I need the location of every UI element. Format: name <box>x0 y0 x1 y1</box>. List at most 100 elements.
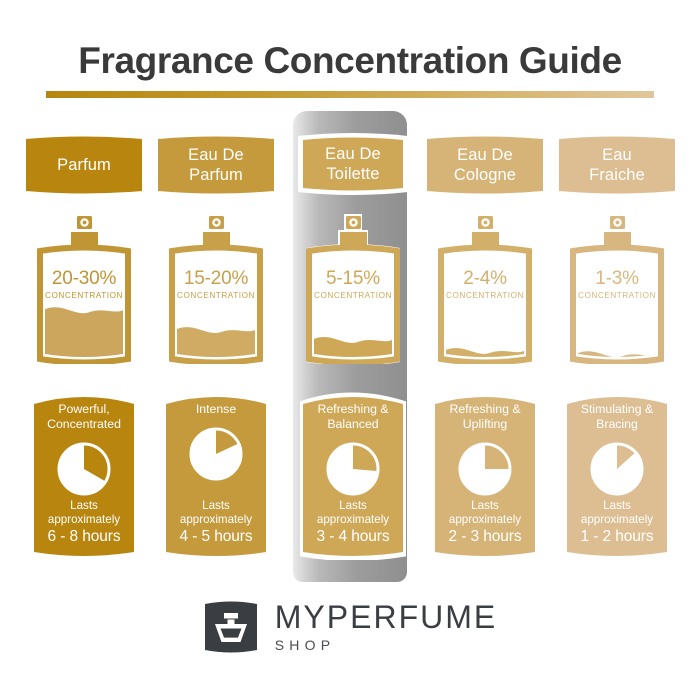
duration-hours: 6 - 8 hours <box>47 528 121 545</box>
character-line-2: Concentrated <box>47 417 121 431</box>
lasts-label: Lasts approximately <box>449 499 521 527</box>
character-line-1: Powerful, <box>58 402 110 416</box>
banner-label-eau-de-parfum: Eau De Parfum <box>184 145 248 185</box>
banner-shape <box>559 136 675 194</box>
banner-eau-de-cologne[interactable]: Eau De Cologne <box>427 134 543 196</box>
card-inner: Refreshing & Balanced Lasts approximatel… <box>300 388 406 560</box>
bottle-body <box>570 244 664 364</box>
bottle-parfum: 20-30% CONCENTRATION <box>31 212 137 364</box>
duration-hours: 1 - 2 hours <box>580 528 654 545</box>
duration-pie-chart <box>589 441 645 497</box>
column-eau-de-parfum[interactable]: Eau De Parfum 15-20% CONCENTRATION <box>150 0 282 700</box>
bottle-graphic <box>37 216 131 364</box>
lasts-line-1: Lasts <box>70 499 98 512</box>
bottle-cap <box>203 232 230 248</box>
card-inner: Stimulating & Bracing Lasts approximatel… <box>564 388 670 560</box>
lasts-line-2: approximately <box>47 513 121 526</box>
card-eau-de-cologne[interactable]: Refreshing & Uplifting Lasts approximate… <box>432 388 538 560</box>
duration-hours: 4 - 5 hours <box>179 528 253 545</box>
banner-eau-fraiche[interactable]: Eau Fraiche <box>559 134 675 196</box>
bottle-graphic <box>570 216 664 364</box>
card-parfum[interactable]: Powerful, Concentrated Lasts approximate… <box>31 388 137 560</box>
card-character: Refreshing & Uplifting <box>443 402 526 432</box>
bottle-liquid <box>177 327 255 357</box>
page-title: Fragrance Concentration Guide <box>78 40 622 81</box>
card-eau-de-toilette[interactable]: Refreshing & Balanced Lasts approximatel… <box>300 388 406 560</box>
banner-shape <box>26 136 142 194</box>
character-line-2: Balanced <box>327 417 379 431</box>
card-character: Refreshing & Balanced <box>311 402 394 432</box>
bottle-graphic <box>169 216 263 364</box>
duration-pie-chart <box>325 441 381 497</box>
column-eau-de-toilette[interactable]: Eau De Toilette <box>287 0 419 700</box>
duration-hours: 3 - 4 hours <box>316 528 390 545</box>
card-character: Powerful, Concentrated <box>41 402 127 432</box>
title-block: Fragrance Concentration Guide <box>0 38 700 84</box>
banner-line-1: Eau De <box>188 146 244 164</box>
lasts-line-2: approximately <box>179 513 253 526</box>
banner-parfum[interactable]: Parfum <box>26 134 142 196</box>
banner-line-2: Parfum <box>189 166 243 184</box>
brand-logo: MYPERFUME SHOP <box>0 598 700 656</box>
card-character: Stimulating & Bracing <box>575 402 659 432</box>
bottle-graphic <box>306 214 400 364</box>
lasts-label: Lasts approximately <box>48 499 120 527</box>
card-inner: Refreshing & Uplifting Lasts approximate… <box>432 388 538 560</box>
banner-line-1: Parfum <box>57 156 111 174</box>
duration-pie-chart <box>188 426 244 482</box>
banner-label-parfum: Parfum <box>53 155 115 175</box>
bottle-eau-fraiche: 1-3% CONCENTRATION <box>564 212 670 364</box>
lasts-line-1: Lasts <box>202 499 230 512</box>
card-eau-de-parfum[interactable]: Intense Lasts approximately 4 - 5 hours <box>163 388 269 560</box>
card-inner: Powerful, Concentrated Lasts approximate… <box>31 388 137 560</box>
card-character: Intense <box>190 402 242 417</box>
banner-eau-de-parfum[interactable]: Eau De Parfum <box>158 134 274 196</box>
bottle-graphic <box>438 216 532 364</box>
column-eau-de-cologne[interactable]: Eau De Cologne 2-4% CONCENTRATION <box>419 0 551 700</box>
logo-wordmark: MYPERFUME SHOP <box>275 600 497 654</box>
banner-line-1: Eau <box>602 146 632 164</box>
bottle-cap <box>604 232 631 248</box>
banner-line-2: Cologne <box>453 166 517 184</box>
lasts-line-2: approximately <box>580 513 654 526</box>
character-line-2: Bracing <box>596 417 638 431</box>
lasts-line-2: approximately <box>316 513 390 526</box>
perfume-bottle-mark-icon <box>204 601 257 653</box>
lasts-line-1: Lasts <box>603 499 631 512</box>
duration-pie-chart <box>457 441 513 497</box>
bottle-cap <box>472 232 499 248</box>
title-divider <box>46 91 654 98</box>
bottle-cap <box>340 232 367 248</box>
lasts-label: Lasts approximately <box>180 499 252 527</box>
banner-shape <box>158 136 274 194</box>
bottle-eau-de-parfum: 15-20% CONCENTRATION <box>163 212 269 364</box>
bottle-liquid <box>578 351 656 357</box>
column-eau-fraiche[interactable]: Eau Fraiche 1-3% CONCENTRATION <box>551 0 683 700</box>
card-inner: Intense Lasts approximately 4 - 5 hours <box>163 388 269 560</box>
character-line-1: Refreshing & <box>449 402 521 416</box>
bottle-liquid <box>446 348 524 357</box>
logo-subtitle: SHOP <box>274 637 336 653</box>
logo-name: MYPERFUME <box>274 599 498 635</box>
lasts-line-2: approximately <box>448 513 522 526</box>
banner-eau-de-toilette[interactable]: Eau De Toilette <box>297 130 409 198</box>
duration-hours: 2 - 3 hours <box>448 528 522 545</box>
lasts-line-1: Lasts <box>339 499 367 512</box>
bottle-body <box>37 244 131 364</box>
bottle-liquid <box>314 337 392 357</box>
lasts-label: Lasts approximately <box>317 499 389 527</box>
column-parfum[interactable]: Parfum 20-30% CONCENTRATION <box>18 0 150 700</box>
duration-pie-chart <box>56 441 112 497</box>
banner-line-2: Fraiche <box>589 166 645 184</box>
banner-label-eau-fraiche: Eau Fraiche <box>585 145 649 185</box>
character-line-1: Refreshing & <box>317 402 389 416</box>
bottle-body <box>306 244 400 364</box>
bottle-eau-de-toilette: 5-15% CONCENTRATION <box>300 212 406 364</box>
banner-label-eau-de-toilette: Eau De Toilette <box>321 144 385 184</box>
character-line-1: Intense <box>195 402 237 416</box>
bottle-eau-de-cologne: 2-4% CONCENTRATION <box>432 212 538 364</box>
bottle-liquid <box>45 307 123 357</box>
banner-label-eau-de-cologne: Eau De Cologne <box>450 145 520 185</box>
card-eau-fraiche[interactable]: Stimulating & Bracing Lasts approximatel… <box>564 388 670 560</box>
